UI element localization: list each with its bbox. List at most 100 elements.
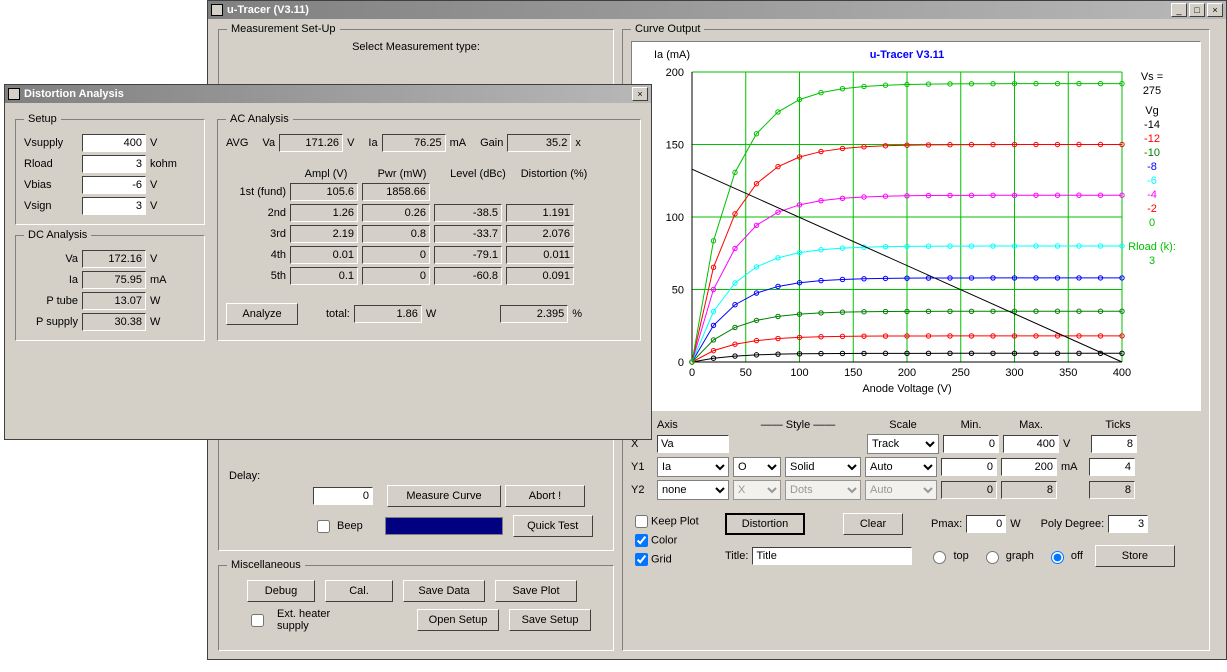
setup-group: Setup VsupplyV Rloadkohm VbiasV VsignV [15,113,205,225]
lvl-value [434,267,502,285]
color-checkbox[interactable] [635,534,648,547]
pmax-unit: W [1010,518,1020,530]
ac-legend: AC Analysis [226,113,293,125]
delay-input[interactable] [313,487,373,505]
dc-va-label: Va [24,253,78,265]
dist-value [506,204,574,222]
store-button[interactable]: Store [1095,545,1175,567]
color-label: Color [651,534,677,546]
polydeg-input[interactable] [1108,515,1148,533]
window-title: u-Tracer (V3.11) [227,4,1171,16]
dc-analysis-group: DC Analysis VaV IamA P tubeW P supplyW [15,229,205,341]
svg-text:250: 250 [952,367,970,379]
y1-max-input[interactable] [1001,458,1057,476]
y2-axis-label: Y2 [631,484,653,496]
open-setup-button[interactable]: Open Setup [417,609,499,631]
svg-text:-12: -12 [1144,133,1160,145]
clear-button[interactable]: Clear [843,513,903,535]
ac-gain-value [507,134,571,152]
pwr-value [362,267,430,285]
x-scale-select[interactable]: Track [867,434,939,454]
harmonic-name: 1st (fund) [226,186,286,198]
top-radio[interactable] [933,551,946,564]
harmonic-row: 3rd [226,225,632,243]
svg-text:150: 150 [844,367,862,379]
distortion-button[interactable]: Distortion [725,513,805,535]
y1-marker-select[interactable]: O [733,457,781,477]
off-radio[interactable] [1051,551,1064,564]
dc-legend: DC Analysis [24,229,91,241]
ext-heater-checkbox[interactable] [251,614,264,627]
app-icon [211,4,223,16]
ac-va-unit: V [347,137,354,149]
dc-ia-label: Ia [24,274,78,286]
measure-curve-button[interactable]: Measure Curve [387,485,501,507]
close-button[interactable]: × [632,87,648,101]
debug-button[interactable]: Debug [247,580,315,602]
save-setup-button[interactable]: Save Setup [509,609,591,631]
avg-label: AVG [226,137,248,149]
svg-text:Anode Voltage (V): Anode Voltage (V) [862,383,951,395]
app-icon [8,88,20,100]
col-lvl: Level (dBc) [442,168,514,180]
distortion-window: Distortion Analysis × Setup VsupplyV Rlo… [4,84,652,440]
pwr-value [362,183,430,201]
total-label: total: [326,308,350,320]
y1-axis-select[interactable]: Ia [657,457,729,477]
maximize-button[interactable]: □ [1189,3,1205,17]
top-label: top [953,550,968,562]
grid-checkbox[interactable] [635,553,648,566]
vbias-input[interactable] [82,176,146,194]
svg-text:-6: -6 [1147,175,1157,187]
abort-button[interactable]: Abort ! [505,485,585,507]
title-input[interactable] [752,547,912,565]
harmonic-row: 4th [226,246,632,264]
save-data-button[interactable]: Save Data [403,580,485,602]
minimize-button[interactable]: _ [1171,3,1187,17]
analyze-button[interactable]: Analyze [226,303,298,325]
x-min-input[interactable] [943,435,999,453]
y1-ticks-input[interactable] [1089,458,1135,476]
ac-ia-label: Ia [368,137,377,149]
vsign-input[interactable] [82,197,146,215]
pmax-input[interactable] [966,515,1006,533]
x-axis-input[interactable] [657,435,729,453]
beep-checkbox[interactable] [317,520,330,533]
lvl-value [434,204,502,222]
titlebar[interactable]: u-Tracer (V3.11) _ □ × [208,1,1226,19]
dc-va-value [82,250,146,268]
ampl-value [290,183,358,201]
max-header: Max. [1003,419,1059,431]
total-pwr-value [354,305,422,323]
style-header: —— Style —— [733,419,863,431]
svg-text:u-Tracer V3.11: u-Tracer V3.11 [870,49,945,61]
pmax-label: Pmax: [931,518,962,530]
quick-test-button[interactable]: Quick Test [513,515,593,537]
x-max-input[interactable] [1003,435,1059,453]
ext-heater-label: Ext. heater supply [277,608,337,632]
vsupply-input[interactable] [82,134,146,152]
dc-va-unit: V [150,253,157,265]
scale-header: Scale [867,419,939,431]
harmonic-row: 2nd [226,204,632,222]
harmonic-name: 3rd [226,228,286,240]
y1-scale-select[interactable]: Auto [865,457,937,477]
dc-ia-value [82,271,146,289]
keep-plot-checkbox[interactable] [635,515,648,528]
y1-line-select[interactable]: Solid [785,457,861,477]
distortion-titlebar[interactable]: Distortion Analysis × [5,85,651,103]
cal-button[interactable]: Cal. [325,580,393,602]
x-ticks-input[interactable] [1091,435,1137,453]
miscellaneous-legend: Miscellaneous [227,559,305,571]
y2-axis-select[interactable]: none [657,480,729,500]
close-button[interactable]: × [1207,3,1223,17]
dc-psup-label: P supply [24,316,78,328]
ac-gain-unit: x [575,137,581,149]
graph-radio[interactable] [986,551,999,564]
save-plot-button[interactable]: Save Plot [495,580,577,602]
svg-text:200: 200 [898,367,916,379]
svg-text:100: 100 [790,367,808,379]
rload-input[interactable] [82,155,146,173]
y1-min-input[interactable] [941,458,997,476]
ampl-value [290,267,358,285]
